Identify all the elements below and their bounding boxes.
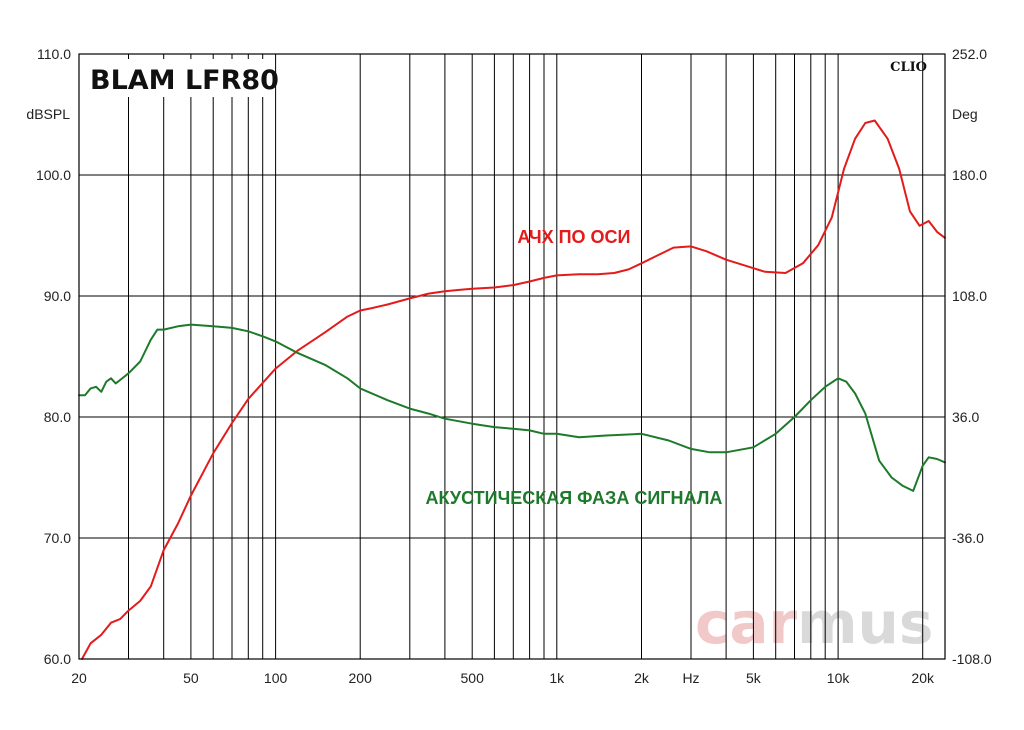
y-right-tick-label: 108.0	[952, 288, 987, 304]
y-left-tick-label: 70.0	[44, 530, 71, 546]
annotation-spl: АЧХ ПО ОСИ	[517, 227, 630, 247]
chart-title: BLAM LFR80	[90, 65, 279, 96]
x-tick-label: 20	[71, 670, 87, 686]
y-left-unit-label: dBSPL	[26, 106, 70, 122]
x-tick-label: 100	[264, 670, 288, 686]
y-right-tick-label: -36.0	[952, 530, 984, 546]
y-right-unit-label: Deg	[952, 106, 978, 122]
x-tick-label: 5k	[746, 670, 762, 686]
x-tick-label: Hz	[682, 670, 699, 686]
series-annotations: АЧХ ПО ОСИ АКУСТИЧЕСКАЯ ФАЗА СИГНАЛА	[425, 227, 722, 508]
series-line-spl	[81, 119, 946, 660]
x-tick-label: 500	[461, 670, 485, 686]
series-line-phase	[78, 323, 946, 492]
x-tick-label: 10k	[827, 670, 851, 686]
x-tick-label: 1k	[549, 670, 565, 686]
y-left-tick-label: 80.0	[44, 409, 71, 425]
watermark-left: car	[695, 589, 798, 657]
x-tick-labels: 20 50 100 200 500 1k 2k Hz 5k 10k 20k	[71, 670, 935, 686]
brand-mark-clio: CLIO	[890, 60, 927, 75]
plot-frame	[78, 53, 946, 660]
watermark: carmus	[695, 589, 933, 657]
x-tick-label: 2k	[634, 670, 650, 686]
y-left-tick-label: 60.0	[44, 651, 71, 667]
y-right-tick-label: -108.0	[952, 651, 992, 667]
y-left-tick-labels: 60.0 70.0 80.0 90.0 100.0 110.0	[36, 46, 71, 667]
title-background	[84, 59, 270, 97]
y-right-tick-label: 180.0	[952, 167, 987, 183]
y-right-tick-label: 36.0	[952, 409, 979, 425]
annotation-phase: АКУСТИЧЕСКАЯ ФАЗА СИГНАЛА	[425, 488, 722, 508]
x-tick-label: 20k	[911, 670, 935, 686]
x-tick-label: 50	[183, 670, 199, 686]
y-left-tick-label: 90.0	[44, 288, 71, 304]
y-right-tick-label: 252.0	[952, 46, 987, 62]
y-left-tick-label: 100.0	[36, 167, 71, 183]
svg-text:carmus: carmus	[695, 589, 933, 657]
y-right-tick-labels: -108.0 -36.0 36.0 108.0 180.0 252.0	[952, 46, 992, 667]
x-tick-label: 200	[349, 670, 373, 686]
y-left-tick-label: 110.0	[37, 46, 71, 62]
series-lines	[78, 119, 946, 660]
watermark-right: mus	[797, 589, 933, 657]
